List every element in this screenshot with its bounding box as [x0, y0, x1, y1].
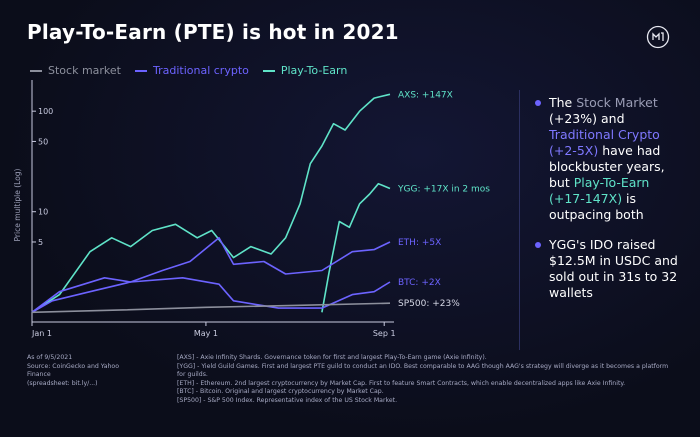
logo-icon: [646, 25, 670, 49]
footer-date: As of 9/5/2021: [27, 354, 73, 361]
key-point: YGG's IDO raised $12.5M in USDC and sold…: [535, 237, 685, 301]
y-axis-label: Price multiple (Log): [13, 168, 22, 241]
x-tick-label: Sep 1: [373, 329, 396, 338]
series-label-eth: ETH: +5X: [398, 238, 441, 248]
footer-spreadsheet: (spreadsheet: bit.ly/...): [27, 379, 98, 387]
legend-swatch: [262, 69, 275, 72]
series-label-sp500: SP500: +23%: [398, 299, 460, 309]
bullet-crypto-text: Traditional Crypto (+2-5X): [549, 127, 660, 158]
legend-label: Traditional crypto: [152, 64, 249, 77]
bullet-pte-text: Play-To-Earn (+17-147X): [549, 175, 650, 206]
footer-notes: [AXS] - Axie Infinity Shards. Governance…: [177, 354, 677, 406]
divider: [519, 90, 520, 350]
y-tick-label: 50: [38, 137, 48, 146]
bullet-text: YGG's IDO raised $12.5M in USDC and sold…: [549, 237, 678, 300]
bullet-text: have had blockbuster years, but: [549, 143, 665, 190]
legend-label: Play-To-Earn: [280, 64, 348, 77]
series-label-axs: AXS: +147X: [398, 90, 453, 100]
bullet-text: is outpacing both: [549, 191, 644, 222]
footer-note: [ETH] - Ethereum. 2nd largest cryptocurr…: [177, 379, 626, 387]
series-label-btc: BTC: +2X: [398, 278, 441, 288]
x-tick-label: Jan 1: [31, 329, 52, 338]
x-tick-label: May 1: [194, 329, 218, 338]
legend-swatch: [30, 69, 42, 72]
series-line-eth: [31, 237, 391, 313]
footer-note: [AXS] - Axie Infinity Shards. Governance…: [177, 354, 487, 361]
legend-item-crypto: Traditional crypto: [134, 64, 249, 77]
legend-item-pte: Play-To-Earn: [262, 64, 348, 77]
footer-source: As of 9/5/2021 Source: CoinGecko and Yah…: [27, 354, 127, 388]
footer-note: [BTC] - Bitcoin. Original and largest cr…: [177, 388, 384, 396]
bullet-text: The: [549, 95, 577, 110]
series-line-btc: [31, 276, 391, 313]
legend-item-stock: Stock market: [30, 64, 121, 77]
footer-note: [YGG] - Yield Guild Games. First and lar…: [177, 362, 669, 379]
series-label-ygg: YGG: +17X in 2 mos: [397, 185, 490, 195]
series-line-sp500: [31, 302, 391, 314]
key-points: The Stock Market (+23%) and Traditional …: [535, 95, 685, 315]
bullet-text: (+23%) and: [549, 111, 625, 126]
y-tick-label: 5: [38, 238, 43, 247]
footer-source-text: Source: CoinGecko and Yahoo Finance: [27, 362, 119, 379]
chart-legend: Stock market Traditional crypto Play-To-…: [30, 64, 347, 77]
footer-note: [SP500] - S&P 500 Index. Representative …: [177, 396, 398, 404]
bullet-dot: [535, 100, 541, 106]
series-line-axs: [31, 93, 391, 313]
page-title: Play-To-Earn (PTE) is hot in 2021: [27, 20, 399, 44]
bullet-stock-text: Stock Market: [576, 95, 658, 110]
bullet-dot: [535, 242, 541, 248]
series-line-ygg: [321, 182, 391, 313]
key-point: The Stock Market (+23%) and Traditional …: [535, 95, 685, 223]
legend-swatch: [134, 69, 147, 72]
legend-label: Stock market: [48, 64, 121, 77]
y-tick-label: 10: [38, 208, 48, 217]
y-tick-label: 100: [38, 107, 53, 116]
